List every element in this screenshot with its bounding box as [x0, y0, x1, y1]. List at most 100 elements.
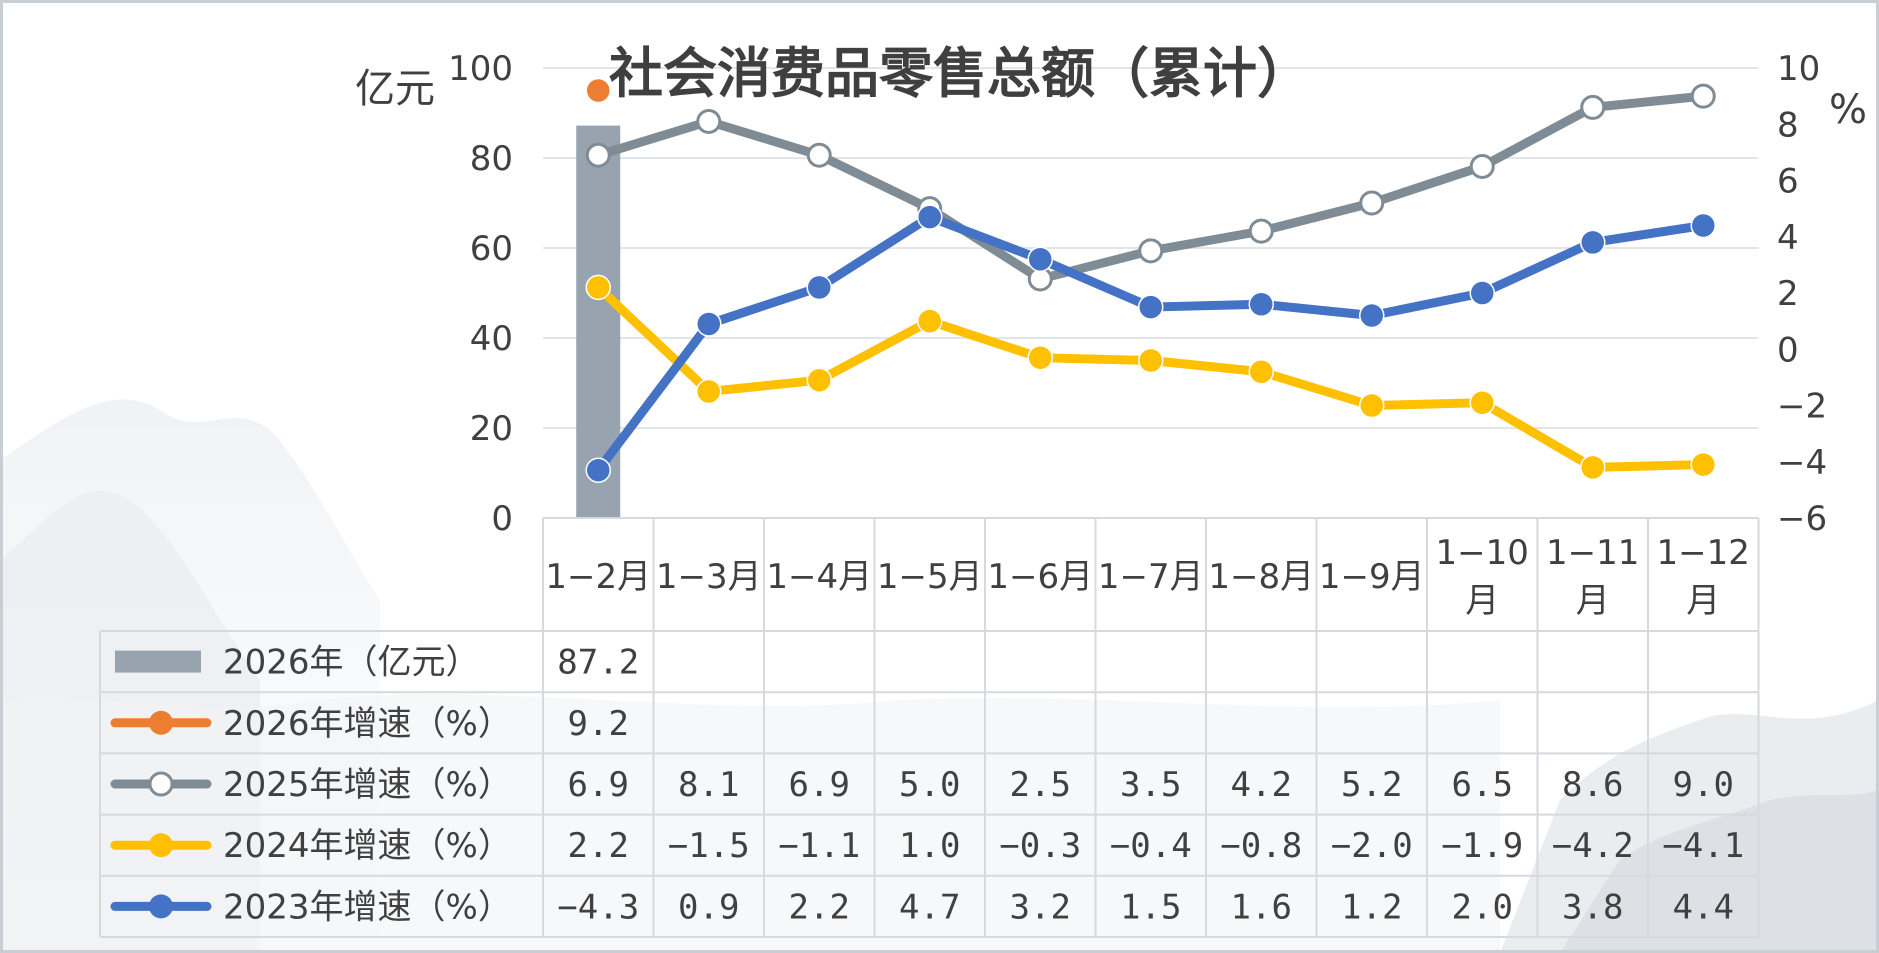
legend-key-marker: [149, 710, 173, 735]
data-point: [1248, 359, 1274, 385]
data-label: −0.8: [1220, 826, 1302, 866]
data-point: [1027, 344, 1053, 371]
data-label: 4.4: [1673, 887, 1734, 927]
x-tick-label: 1−7月: [1098, 557, 1204, 597]
y-right-tick-label: 10: [1777, 49, 1820, 89]
y-right-tick-label: 8: [1777, 105, 1799, 145]
data-label: −4.1: [1662, 826, 1744, 866]
y-right-tick-label: 0: [1777, 330, 1799, 370]
data-point: [1138, 238, 1164, 264]
data-point: [585, 457, 611, 483]
y-axis-left: 0 20 40 60 80 100: [448, 49, 513, 539]
data-point: [696, 311, 722, 337]
legend-label: 2023年增速（%）: [223, 887, 512, 927]
data-point: [696, 108, 722, 134]
legend-label: 2024年增速（%）: [223, 826, 512, 866]
legend-label: 2026年增速（%）: [223, 704, 512, 744]
data-label: 3.5: [1120, 765, 1181, 805]
y-axis-left-unit: 亿元: [355, 66, 435, 112]
data-label: 5.0: [899, 765, 960, 805]
chart-title: 社会消费品零售总额（累计）: [609, 42, 1311, 105]
data-label: −0.4: [1110, 826, 1192, 866]
data-point: [1359, 302, 1385, 329]
data-point: [1359, 190, 1385, 216]
data-point: [585, 274, 611, 301]
data-point: [696, 378, 722, 405]
x-tick-label: 1−6月: [987, 557, 1093, 597]
y-left-tick-label: 40: [470, 319, 513, 359]
data-label: 5.2: [1341, 765, 1402, 805]
data-point: [1690, 451, 1716, 478]
data-point: [1359, 392, 1385, 419]
data-label: 1.0: [899, 826, 960, 866]
x-tick-label: 1−12: [1657, 533, 1750, 573]
data-table: 1−2月 1−3月 1−4月 1−5月 1−6月 1−7月 1−8月 1−9月 1−10 月 1−1…: [99, 517, 1760, 938]
x-tick-label: 月: [1686, 581, 1720, 621]
data-label: 6.9: [789, 765, 850, 805]
y-left-tick-label: 0: [491, 499, 513, 539]
legend-label: 2025年增速（%）: [223, 765, 512, 805]
data-point: [1580, 229, 1606, 256]
data-label: −1.5: [668, 826, 750, 866]
y-axis-right: −6 −4 −2 0 2 4 6 8 10: [1777, 49, 1827, 539]
data-label: 1.2: [1341, 887, 1402, 927]
x-tick-label: 月: [1576, 581, 1610, 621]
data-point: [806, 274, 832, 301]
data-point: [1469, 389, 1495, 416]
y-left-tick-label: 80: [470, 139, 513, 179]
data-label: 2.0: [1452, 887, 1513, 927]
x-tick-label: 1−10: [1436, 533, 1529, 573]
y-left-tick-label: 20: [470, 409, 513, 449]
data-point: [1248, 218, 1274, 244]
data-label: 0.9: [678, 887, 739, 927]
data-label: −4.2: [1552, 826, 1634, 866]
data-label: 4.2: [1231, 765, 1292, 805]
data-label: 6.9: [568, 765, 629, 805]
data-point: [1138, 294, 1164, 320]
x-tick-label: 1−4月: [766, 557, 872, 597]
data-point: [1580, 94, 1606, 120]
data-point: [1690, 212, 1716, 239]
y-right-tick-label: 2: [1777, 274, 1799, 314]
y-right-tick-label: 4: [1777, 218, 1799, 258]
data-point: [1580, 454, 1606, 481]
legend-key: [115, 650, 201, 673]
data-point: [917, 308, 943, 334]
x-tick-label: 1−5月: [877, 557, 983, 597]
x-tick-label: 1−8月: [1208, 557, 1314, 597]
data-label: 8.1: [678, 765, 739, 805]
y-right-tick-label: 6: [1777, 162, 1799, 202]
data-point: [1138, 347, 1164, 374]
data-point: [585, 142, 611, 168]
data-label: 4.7: [899, 887, 960, 927]
y-right-tick-label: −4: [1777, 443, 1827, 483]
data-label: 9.2: [568, 704, 629, 744]
data-point: [1469, 153, 1495, 179]
data-label: 9.0: [1673, 765, 1734, 805]
data-point: [1248, 291, 1274, 317]
data-label: −0.3: [999, 826, 1081, 866]
y-left-tick-label: 60: [470, 229, 513, 269]
data-label: −4.3: [557, 887, 639, 927]
legend-key-marker: [148, 771, 174, 797]
line-series: [585, 77, 1716, 483]
data-point: [585, 77, 611, 104]
data-label: 2.5: [1010, 765, 1071, 805]
data-label: −2.0: [1331, 826, 1413, 866]
legend-key-marker: [149, 894, 173, 919]
data-label: 8.6: [1562, 765, 1623, 805]
data-point: [806, 367, 832, 393]
data-point: [1027, 246, 1053, 272]
data-point: [806, 142, 832, 168]
data-label: 1.5: [1120, 887, 1181, 927]
data-label: −1.9: [1441, 826, 1523, 866]
data-label: −1.1: [778, 826, 860, 866]
data-label: 6.5: [1452, 765, 1513, 805]
data-label: 1.6: [1231, 887, 1292, 927]
x-tick-label: 1−9月: [1319, 557, 1425, 597]
x-tick-label: 1−3月: [656, 557, 762, 597]
data-label: 3.8: [1562, 887, 1623, 927]
x-tick-label: 1−2月: [545, 557, 651, 597]
